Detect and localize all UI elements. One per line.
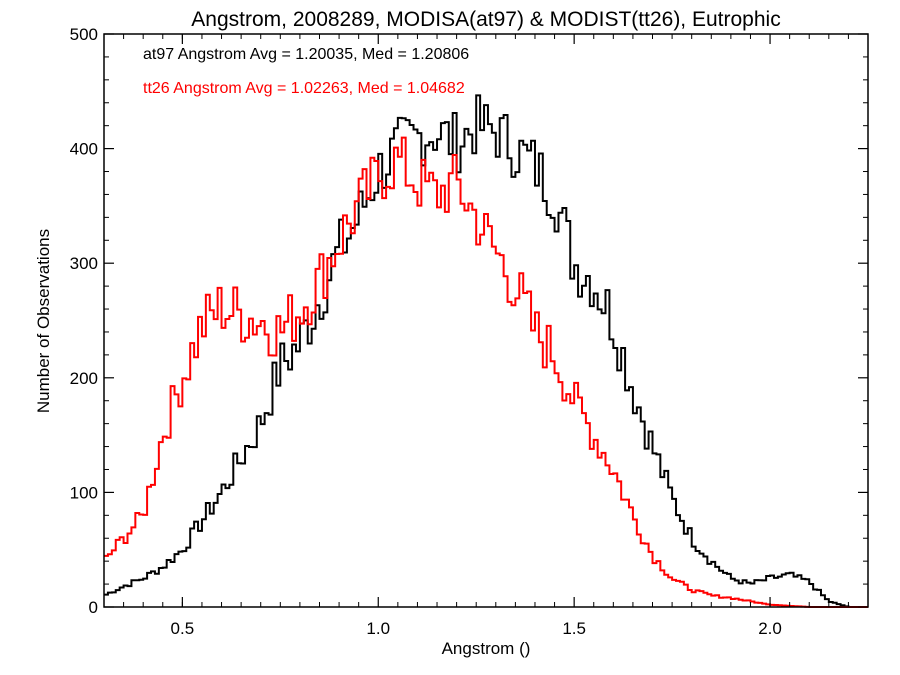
y-tick-label: 300 bbox=[70, 254, 98, 273]
series-line-1 bbox=[104, 136, 868, 608]
axis-ticks: 0.5 1.0 1.5 2.0 0 100 200 300 400 500 bbox=[70, 25, 868, 638]
chart-title: Angstrom, 2008289, MODISA(at97) & MODIST… bbox=[191, 8, 780, 31]
x-tick-label: 1.0 bbox=[366, 619, 390, 638]
annotation-tt26-stats: tt26 Angstrom Avg = 1.02263, Med = 1.046… bbox=[143, 80, 465, 97]
y-tick-label: 400 bbox=[70, 140, 98, 159]
y-tick-label: 200 bbox=[70, 369, 98, 388]
y-tick-label: 500 bbox=[70, 25, 98, 44]
y-tick-label: 0 bbox=[89, 598, 98, 617]
x-tick-label: 1.5 bbox=[562, 619, 586, 638]
x-tick-label: 0.5 bbox=[171, 619, 195, 638]
plot-area bbox=[104, 94, 868, 608]
annotation-at97-stats: at97 Angstrom Avg = 1.20035, Med = 1.208… bbox=[143, 46, 469, 63]
series-line-0 bbox=[104, 94, 868, 608]
y-tick-label: 100 bbox=[70, 483, 98, 502]
x-tick-label: 2.0 bbox=[758, 619, 782, 638]
y-axis-title: Number of Observations bbox=[34, 229, 53, 413]
plot-frame bbox=[103, 33, 869, 608]
x-axis-title: Angstrom () bbox=[442, 639, 531, 658]
